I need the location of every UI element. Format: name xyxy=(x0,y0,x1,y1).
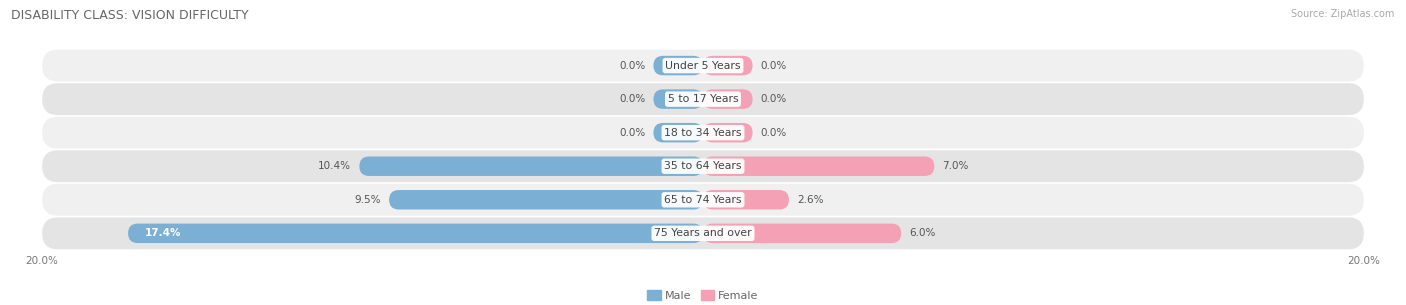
Text: 2.6%: 2.6% xyxy=(797,195,824,205)
FancyBboxPatch shape xyxy=(128,224,703,243)
FancyBboxPatch shape xyxy=(654,56,703,75)
FancyBboxPatch shape xyxy=(703,56,752,75)
Text: 7.0%: 7.0% xyxy=(942,161,969,171)
FancyBboxPatch shape xyxy=(360,156,703,176)
Text: 0.0%: 0.0% xyxy=(619,94,645,104)
FancyBboxPatch shape xyxy=(42,184,1364,216)
Text: 9.5%: 9.5% xyxy=(354,195,381,205)
FancyBboxPatch shape xyxy=(703,89,752,109)
FancyBboxPatch shape xyxy=(42,117,1364,149)
Text: DISABILITY CLASS: VISION DIFFICULTY: DISABILITY CLASS: VISION DIFFICULTY xyxy=(11,9,249,22)
FancyBboxPatch shape xyxy=(703,156,934,176)
FancyBboxPatch shape xyxy=(703,123,752,142)
Text: Source: ZipAtlas.com: Source: ZipAtlas.com xyxy=(1291,9,1395,19)
Text: 0.0%: 0.0% xyxy=(761,61,787,70)
FancyBboxPatch shape xyxy=(703,190,789,210)
Text: 6.0%: 6.0% xyxy=(910,228,936,238)
FancyBboxPatch shape xyxy=(42,217,1364,249)
Legend: Male, Female: Male, Female xyxy=(647,290,759,301)
Text: 0.0%: 0.0% xyxy=(761,94,787,104)
Text: 35 to 64 Years: 35 to 64 Years xyxy=(664,161,742,171)
Text: Under 5 Years: Under 5 Years xyxy=(665,61,741,70)
Text: 18 to 34 Years: 18 to 34 Years xyxy=(664,128,742,138)
Text: 75 Years and over: 75 Years and over xyxy=(654,228,752,238)
Text: 17.4%: 17.4% xyxy=(145,228,181,238)
Text: 5 to 17 Years: 5 to 17 Years xyxy=(668,94,738,104)
FancyBboxPatch shape xyxy=(654,89,703,109)
Text: 65 to 74 Years: 65 to 74 Years xyxy=(664,195,742,205)
FancyBboxPatch shape xyxy=(389,190,703,210)
FancyBboxPatch shape xyxy=(654,123,703,142)
FancyBboxPatch shape xyxy=(42,83,1364,115)
Text: 10.4%: 10.4% xyxy=(318,161,352,171)
FancyBboxPatch shape xyxy=(42,150,1364,182)
FancyBboxPatch shape xyxy=(42,50,1364,81)
Text: 0.0%: 0.0% xyxy=(619,128,645,138)
Text: 0.0%: 0.0% xyxy=(761,128,787,138)
FancyBboxPatch shape xyxy=(703,224,901,243)
Text: 0.0%: 0.0% xyxy=(619,61,645,70)
